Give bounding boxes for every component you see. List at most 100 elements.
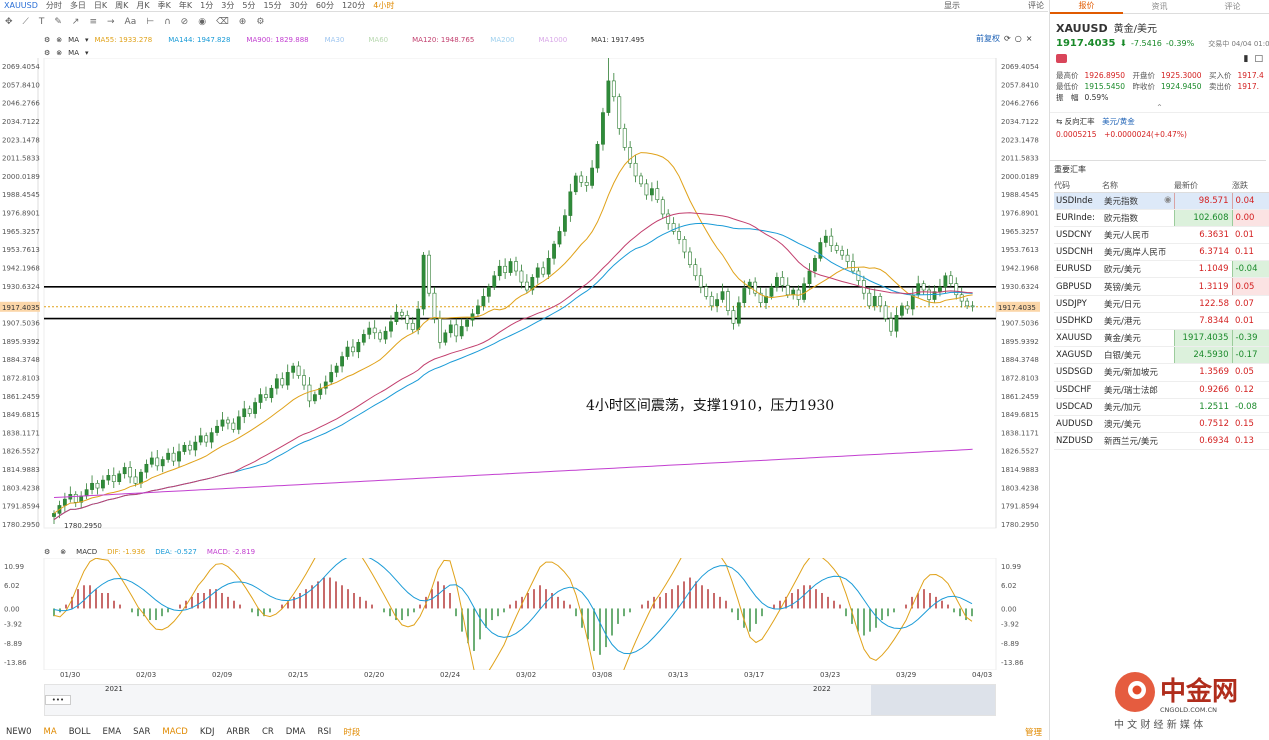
table-row[interactable]: NZDUSD 新西兰元/美元 0.6934 0.13 bbox=[1054, 432, 1269, 451]
trash-icon[interactable]: ⌫ bbox=[216, 17, 229, 27]
period-tab[interactable]: 月K bbox=[136, 1, 150, 10]
indicator-tab[interactable]: SAR bbox=[133, 727, 151, 737]
reverse-pair[interactable]: 美元/黄金 bbox=[1102, 117, 1135, 126]
period-tab[interactable]: 3分 bbox=[221, 1, 235, 10]
ruler-icon[interactable]: ⊢ bbox=[146, 17, 155, 27]
column-header[interactable]: 最新价 bbox=[1174, 180, 1232, 193]
zoom-icon[interactable]: ⊕ bbox=[238, 17, 247, 27]
ma-legend-item[interactable]: MA900: 1829.888 bbox=[246, 35, 309, 44]
period-tab[interactable]: 周K bbox=[115, 1, 129, 10]
indicator-tab[interactable]: KDJ bbox=[199, 727, 215, 737]
eye-icon[interactable]: ◉ bbox=[198, 17, 207, 27]
indicator-tab[interactable]: ARBR bbox=[226, 727, 250, 737]
indicator-tab[interactable]: MACD bbox=[162, 727, 188, 737]
period-tab[interactable]: 1分 bbox=[200, 1, 214, 10]
period-tab[interactable]: 季K bbox=[157, 1, 171, 10]
table-row[interactable]: XAGUSD 白银/美元 24.5930 -0.17 bbox=[1054, 346, 1269, 365]
fib-icon[interactable]: ≡ bbox=[89, 17, 97, 27]
period-tab[interactable]: 分时 bbox=[45, 1, 62, 10]
period-tab[interactable]: 4小时 bbox=[373, 1, 395, 10]
ma-legend-item[interactable]: MA120: 1948.765 bbox=[412, 35, 475, 44]
period-tab[interactable]: 15分 bbox=[263, 1, 282, 10]
magnet-icon[interactable]: ∩ bbox=[164, 17, 171, 27]
table-row[interactable]: EURInde: 欧元指数 102.608 0.00 bbox=[1054, 208, 1269, 227]
table-row[interactable]: XAUUSD 黄金/美元 1917.4035 -0.39 bbox=[1054, 328, 1269, 348]
dropdown-icon[interactable]: ▾ bbox=[84, 48, 89, 57]
ma-legend-item[interactable]: MA55: 1933.278 bbox=[94, 35, 153, 44]
indicator-tab[interactable]: NEW0 bbox=[6, 727, 32, 737]
indicator-tab[interactable]: BOLL bbox=[68, 727, 91, 737]
ma-legend-item[interactable]: MA1000 bbox=[538, 35, 568, 44]
period-tab[interactable]: 30分 bbox=[289, 1, 308, 10]
quote-tab[interactable]: 评论 bbox=[1224, 2, 1241, 11]
quote-tab[interactable]: 报价 bbox=[1050, 0, 1123, 14]
indicator-tab[interactable]: DMA bbox=[285, 727, 306, 737]
collapse-icon[interactable]: ⌃ bbox=[1156, 103, 1163, 112]
table-row[interactable]: USDHKD 美元/港元 7.8344 0.01 bbox=[1054, 312, 1269, 331]
indicator-tab[interactable]: EMA bbox=[102, 727, 122, 737]
period-tab[interactable]: XAUUSD bbox=[4, 1, 38, 10]
table-row[interactable]: USDInde 美元指数 ◉ 98.571 0.04 bbox=[1054, 191, 1269, 210]
table-row[interactable]: USDCNY 美元/人民币 6.3631 0.01 bbox=[1054, 226, 1269, 245]
indicator-tab[interactable]: 时段 bbox=[343, 728, 361, 738]
column-header[interactable]: 涨跌 bbox=[1232, 180, 1269, 193]
eye-icon[interactable]: ◉ bbox=[1164, 194, 1172, 205]
period-tab[interactable]: 120分 bbox=[342, 1, 366, 10]
minimize-icon[interactable]: ○ bbox=[1014, 34, 1022, 43]
quote-tab[interactable]: 资讯 bbox=[1151, 2, 1168, 11]
topbar-link[interactable]: 显示 bbox=[944, 1, 960, 10]
indicator-tab[interactable]: RSI bbox=[317, 727, 332, 737]
period-tab[interactable]: 60分 bbox=[315, 1, 334, 10]
adjust-button[interactable]: 前复权 bbox=[976, 34, 1000, 43]
trade-icon[interactable]: □ bbox=[1254, 54, 1263, 64]
draw-icon[interactable]: ✎ bbox=[54, 17, 62, 27]
line-icon[interactable]: ⟋ bbox=[22, 17, 29, 27]
ma-legend-item[interactable]: MA1: 1917.495 bbox=[591, 35, 645, 44]
indicator-tab[interactable]: MA bbox=[43, 727, 57, 737]
period-tab[interactable]: 多日 bbox=[69, 1, 86, 10]
column-header[interactable]: 代码 bbox=[1054, 180, 1102, 193]
table-row[interactable]: USDJPY 美元/日元 122.58 0.07 bbox=[1054, 295, 1269, 313]
settings-icon[interactable]: ⚙ bbox=[256, 17, 265, 27]
table-row[interactable]: USDSGD 美元/新加坡元 1.3569 0.05 bbox=[1054, 363, 1269, 382]
period-tab[interactable]: 日K bbox=[93, 1, 108, 10]
arrow-icon[interactable]: ↗ bbox=[71, 17, 80, 27]
lock-icon[interactable]: ⊘ bbox=[180, 17, 189, 27]
ma-legend-item[interactable]: MA60 bbox=[368, 35, 389, 44]
column-header[interactable]: 名称 bbox=[1102, 180, 1174, 193]
settings-icon[interactable]: ⚙ bbox=[44, 35, 51, 44]
ma-legend-item[interactable]: MA200 bbox=[490, 35, 515, 44]
ma-legend-item[interactable]: MA144: 1947.828 bbox=[168, 35, 231, 44]
table-row[interactable]: EURUSD 欧元/美元 1.1049 -0.04 bbox=[1054, 260, 1269, 279]
macd-close-icon[interactable]: ⊗ bbox=[60, 548, 67, 556]
table-row[interactable]: USDCHF 美元/瑞士法郎 0.9266 0.12 bbox=[1054, 381, 1269, 399]
favorite-icon[interactable] bbox=[1056, 54, 1067, 63]
close-icon[interactable]: ⊗ bbox=[56, 35, 63, 44]
table-row[interactable]: GBPUSD 英镑/美元 1.3119 0.05 bbox=[1054, 277, 1269, 296]
dropdown-icon[interactable]: ▾ bbox=[84, 35, 89, 44]
cross-icon[interactable]: ✥ bbox=[5, 17, 13, 27]
navigator-window[interactable] bbox=[871, 685, 995, 715]
macd-settings-icon[interactable]: ⚙ bbox=[44, 548, 51, 556]
period-tab[interactable]: 年K bbox=[178, 1, 193, 10]
table-row[interactable]: AUDUSD 澳元/美元 0.7512 0.15 bbox=[1054, 415, 1269, 434]
macd-chart[interactable]: 10.99 10.99 6.02 6.02 0.00 0.00 -3.92 -3.92 -8.8… bbox=[0, 558, 1048, 670]
table-row[interactable]: USDCNH 美元/离岸人民币 6.3714 0.11 bbox=[1054, 243, 1269, 262]
ray-icon[interactable]: → bbox=[107, 17, 115, 27]
refresh-icon[interactable]: ⟳ bbox=[1004, 34, 1011, 43]
indicator-tab[interactable]: CR bbox=[261, 727, 274, 737]
topbar-link[interactable]: 评论 bbox=[1028, 1, 1044, 10]
close-icon[interactable]: ⊗ bbox=[56, 48, 63, 57]
table-row[interactable]: USDCAD 美元/加元 1.2511 -0.08 bbox=[1054, 398, 1269, 416]
period-tab[interactable]: 5分 bbox=[242, 1, 256, 10]
settings-icon[interactable]: ⚙ bbox=[44, 48, 51, 57]
text-icon[interactable]: T bbox=[38, 17, 45, 27]
close-icon[interactable]: × bbox=[1025, 34, 1033, 43]
alert-icon[interactable]: ▮ bbox=[1243, 54, 1249, 64]
navigator[interactable]: 2021 2022 ••• bbox=[44, 684, 996, 716]
navigator-handle[interactable]: ••• bbox=[45, 695, 71, 705]
price-chart[interactable]: 2069.4054 2069.4054 2057.8410 2057.8410 2046… bbox=[0, 58, 1048, 548]
manage-button[interactable]: 管理 bbox=[1024, 728, 1042, 738]
ma-legend-item[interactable]: MA30 bbox=[324, 35, 345, 44]
text-tool-button[interactable]: Aa bbox=[124, 17, 137, 27]
